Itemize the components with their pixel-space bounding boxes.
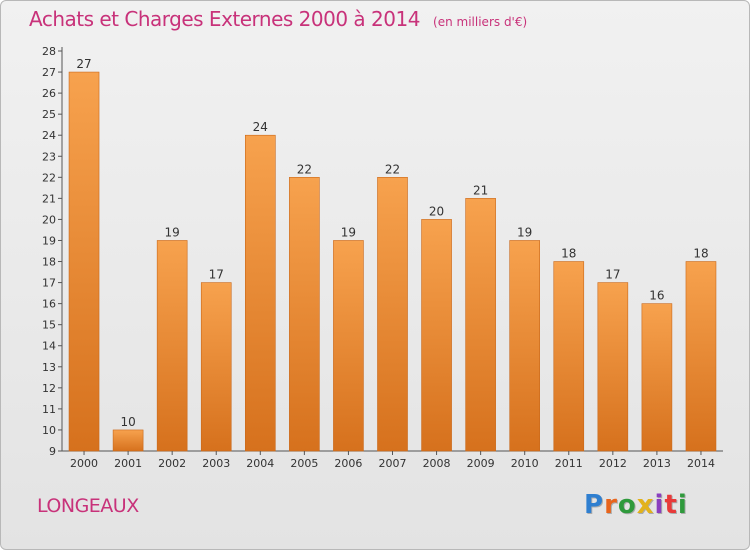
bar-value-label: 22 xyxy=(297,162,312,176)
y-tick-label: 17 xyxy=(42,277,56,290)
bar-value-label: 17 xyxy=(209,268,224,282)
x-tick-label: 2003 xyxy=(202,457,230,470)
x-tick-label: 2014 xyxy=(687,457,715,470)
bar-value-label: 19 xyxy=(517,225,532,239)
x-tick-label: 2000 xyxy=(70,457,98,470)
bar-2005 xyxy=(289,177,320,452)
y-tick-label: 16 xyxy=(42,298,56,311)
x-tick-label: 2002 xyxy=(158,457,186,470)
logo-letter: P xyxy=(584,490,605,520)
y-tick-label: 18 xyxy=(42,256,56,269)
logo-letter: o xyxy=(617,490,637,520)
y-tick-label: 23 xyxy=(42,150,56,163)
x-tick-label: 2010 xyxy=(511,457,539,470)
y-tick-label: 15 xyxy=(42,319,56,332)
y-tick-label: 20 xyxy=(42,213,56,226)
logo-letter: r xyxy=(604,490,618,520)
bar-value-label: 17 xyxy=(605,268,620,282)
bar-value-label: 22 xyxy=(385,162,400,176)
y-tick-label: 25 xyxy=(42,108,56,121)
x-tick-label: 2013 xyxy=(643,457,671,470)
y-tick-label: 24 xyxy=(42,129,56,142)
x-tick-label: 2009 xyxy=(467,457,495,470)
x-tick-label: 2005 xyxy=(290,457,318,470)
y-tick-label: 14 xyxy=(42,340,56,353)
bar-value-label: 19 xyxy=(165,225,180,239)
bar-value-label: 21 xyxy=(473,183,488,197)
x-tick-label: 2006 xyxy=(334,457,362,470)
location-label: LONGEAUX xyxy=(37,495,139,517)
bar-2013 xyxy=(641,303,673,452)
bar-value-label: 27 xyxy=(76,57,91,71)
x-tick-label: 2001 xyxy=(114,457,142,470)
y-tick-label: 21 xyxy=(42,192,56,205)
bar-value-label: 24 xyxy=(253,120,268,134)
bar-2010 xyxy=(509,240,541,452)
x-tick-label: 2008 xyxy=(423,457,451,470)
chart-title: Achats et Charges Externes 2000 à 2014 xyxy=(29,7,420,31)
bar-2012 xyxy=(597,282,629,452)
bar-2000 xyxy=(68,71,100,452)
y-tick-label: 19 xyxy=(42,234,56,247)
logo-letter: t xyxy=(664,490,678,520)
logo-letter: i xyxy=(677,490,688,520)
y-tick-label: 12 xyxy=(42,382,56,395)
y-tick-label: 28 xyxy=(42,45,56,58)
bar-value-label: 18 xyxy=(693,247,708,261)
bar-value-label: 19 xyxy=(341,225,356,239)
bar-2001 xyxy=(112,429,144,452)
bar-2014 xyxy=(685,261,717,452)
bar-value-label: 18 xyxy=(561,247,576,261)
bar-2008 xyxy=(421,219,452,452)
bar-value-label: 16 xyxy=(649,289,664,303)
y-tick-label: 27 xyxy=(42,66,56,79)
y-tick-label: 22 xyxy=(42,171,56,184)
logo-letter: i xyxy=(654,490,665,520)
proxiti-logo: Proxiti xyxy=(584,490,688,520)
bar-2003 xyxy=(200,282,232,452)
bar-2009 xyxy=(465,198,496,452)
x-tick-label: 2011 xyxy=(555,457,583,470)
y-tick-label: 26 xyxy=(42,87,56,100)
bar-2002 xyxy=(156,240,188,452)
y-tick-label: 11 xyxy=(42,403,56,416)
bar-2004 xyxy=(245,134,276,452)
bar-2011 xyxy=(553,261,585,452)
bar-value-label: 10 xyxy=(120,415,135,429)
chart-title-block: Achats et Charges Externes 2000 à 2014 (… xyxy=(29,7,527,31)
x-tick-label: 2007 xyxy=(379,457,407,470)
x-tick-label: 2004 xyxy=(246,457,274,470)
chart-subtitle: (en milliers d'€) xyxy=(433,15,528,29)
bar-2006 xyxy=(333,240,364,452)
y-tick-label: 10 xyxy=(42,424,56,437)
x-tick-label: 2012 xyxy=(599,457,627,470)
bar-2007 xyxy=(377,177,408,452)
y-tick-label: 9 xyxy=(49,445,56,458)
logo-letter: x xyxy=(636,490,655,520)
y-tick-label: 13 xyxy=(42,361,56,374)
bar-value-label: 20 xyxy=(429,204,444,218)
